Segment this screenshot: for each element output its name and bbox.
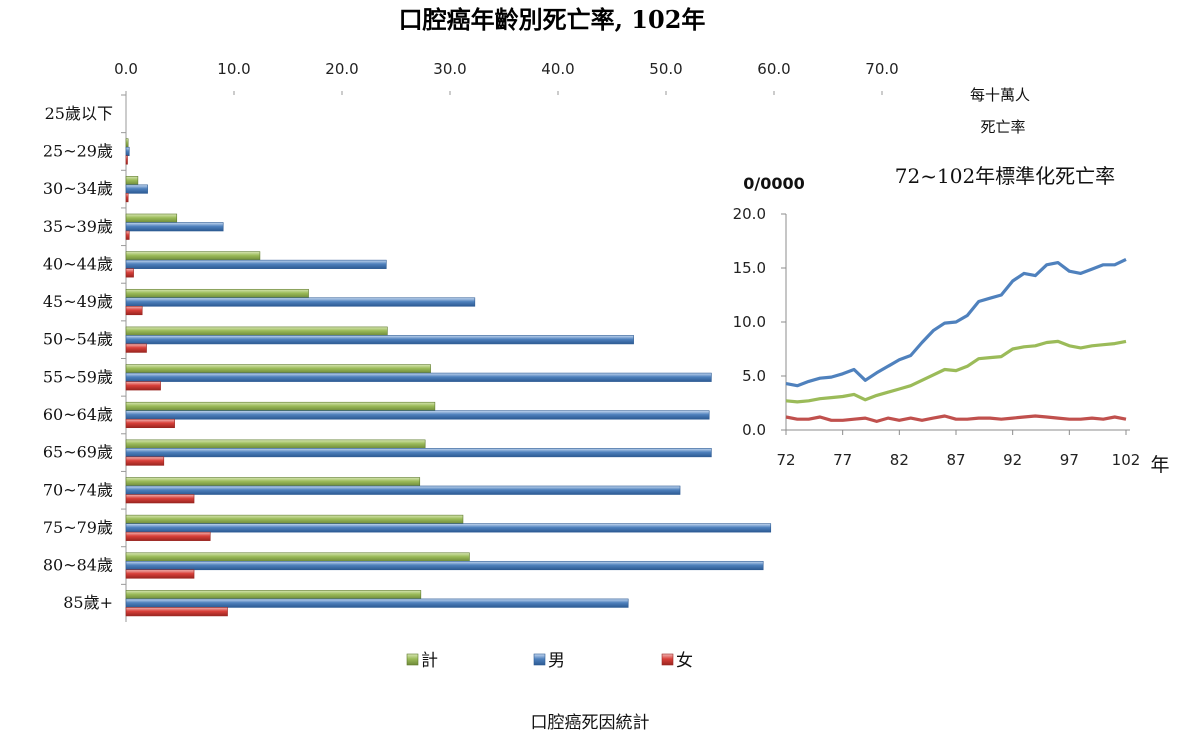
bar-x-axis: 0.0 10.0 20.0 30.0 40.0 50.0 60.0 70.0 <box>114 60 899 622</box>
bar-total <box>125 138 129 148</box>
bar-male <box>125 410 710 420</box>
inset-y-tick-label: 20.0 <box>733 205 766 223</box>
bar-female <box>125 193 129 203</box>
inset-chart-title: 72~102年標準化死亡率 <box>895 164 1115 188</box>
bar-female <box>125 305 143 316</box>
bar-male <box>125 222 224 232</box>
bar-category-label: 85歲+ <box>63 593 113 612</box>
bar-category-label: 45~49歲 <box>43 292 113 311</box>
inset-x-tick-label: 72 <box>776 451 795 469</box>
inset-y-tick-label: 0.0 <box>742 421 766 439</box>
bar-male <box>125 184 148 194</box>
bar-total <box>125 401 436 412</box>
inset-x-tick-label: 92 <box>1003 451 1022 469</box>
inset-x-tick-label: 82 <box>890 451 909 469</box>
bar-total <box>125 364 431 374</box>
inset-axes: 0.0 5.0 10.0 15.0 20.0 72 77 82 87 92 97 102 <box>733 205 1141 469</box>
legend-swatch-female <box>661 653 674 666</box>
bar-unit-label-line1: 每十萬人 <box>970 86 1030 104</box>
bar-male <box>125 448 712 458</box>
bar-total <box>125 514 464 524</box>
inset-x-tick-label: 77 <box>833 451 852 469</box>
bar-male <box>125 259 387 269</box>
bar-category-label: 80~84歲 <box>43 556 113 575</box>
bar-male <box>125 335 634 345</box>
inset-y-tick-label: 5.0 <box>742 367 766 385</box>
bar-female <box>125 381 161 391</box>
line-female <box>785 414 1127 423</box>
bar-female <box>125 456 165 466</box>
bar-female <box>125 531 211 541</box>
bar-female <box>125 230 130 240</box>
inset-x-tick-label: 97 <box>1060 451 1079 469</box>
bar-category-label: 50~54歲 <box>43 330 113 349</box>
bar-male <box>125 485 681 495</box>
bar-x-tick-label: 60.0 <box>757 60 790 78</box>
bar-male <box>125 598 629 608</box>
bar-female <box>125 607 228 617</box>
line-male <box>785 257 1127 388</box>
bar-category-label: 60~64歲 <box>43 405 113 424</box>
legend-label-female: 女 <box>676 651 693 671</box>
bar-male <box>125 372 712 382</box>
line-total <box>785 339 1127 404</box>
bar-male <box>125 146 130 157</box>
bar-female <box>125 569 195 579</box>
bar-category-label: 55~59歲 <box>43 367 113 386</box>
inset-x-unit-label: 年 <box>1150 454 1169 476</box>
legend: 計 男 女 <box>406 651 693 671</box>
bar-x-tick-label: 70.0 <box>865 60 898 78</box>
bar-category-labels: 25歲以下 25~29歲 30~34歲 35~39歲 40~44歲 45~49歲 50~54… <box>43 94 126 612</box>
legend-swatch-total <box>406 653 419 666</box>
bar-total <box>125 552 470 562</box>
bar-female <box>125 155 128 165</box>
bar-total <box>125 288 309 299</box>
bar-total <box>125 439 426 449</box>
inset-y-tick-label: 15.0 <box>733 259 766 277</box>
inset-y-unit-label: 0/0000 <box>743 174 805 193</box>
bar-female <box>125 494 195 504</box>
bar-category-label: 75~79歲 <box>43 518 113 537</box>
bar-male <box>125 297 476 307</box>
bar-total <box>125 590 422 600</box>
bar-total <box>125 176 139 186</box>
inset-plot-area <box>785 257 1127 423</box>
inset-x-tick-label: 87 <box>946 451 965 469</box>
bar-x-tick-label: 10.0 <box>217 60 250 78</box>
bar-x-tick-label: 30.0 <box>433 60 466 78</box>
bar-category-label: 25歲以下 <box>45 104 113 123</box>
bar-female <box>125 343 147 353</box>
bar-total <box>125 251 261 261</box>
legend-label-male: 男 <box>548 651 565 671</box>
bar-x-tick-label: 50.0 <box>649 60 682 78</box>
bar-category-label: 35~39歲 <box>43 217 113 236</box>
inset-y-tick-label: 10.0 <box>733 313 766 331</box>
bar-category-label: 40~44歲 <box>43 254 113 273</box>
figure-caption: 口腔癌死因統計 <box>530 713 650 733</box>
legend-label-total: 計 <box>421 651 438 671</box>
bar-x-tick-label: 20.0 <box>325 60 358 78</box>
bar-chart-title: 口腔癌年齡別死亡率, 102年 <box>399 5 706 34</box>
bar-male <box>125 560 764 571</box>
bar-x-tick-label: 40.0 <box>541 60 574 78</box>
bar-total <box>125 326 388 336</box>
legend-swatch-male <box>533 653 546 666</box>
bar-female <box>125 268 134 278</box>
bar-total <box>125 477 421 487</box>
bar-plot-area <box>125 138 772 617</box>
bar-x-tick-label: 0.0 <box>114 60 138 78</box>
bar-category-label: 65~69歲 <box>43 443 113 462</box>
bar-unit-label-line2: 死亡率 <box>980 118 1025 136</box>
inset-x-tick-label: 102 <box>1112 451 1141 469</box>
bar-category-label: 25~29歲 <box>43 141 113 160</box>
bar-total <box>125 213 178 223</box>
bar-female <box>125 418 175 429</box>
bar-male <box>125 523 772 533</box>
bar-category-label: 30~34歲 <box>43 179 113 198</box>
bar-category-label: 70~74歲 <box>43 480 113 499</box>
